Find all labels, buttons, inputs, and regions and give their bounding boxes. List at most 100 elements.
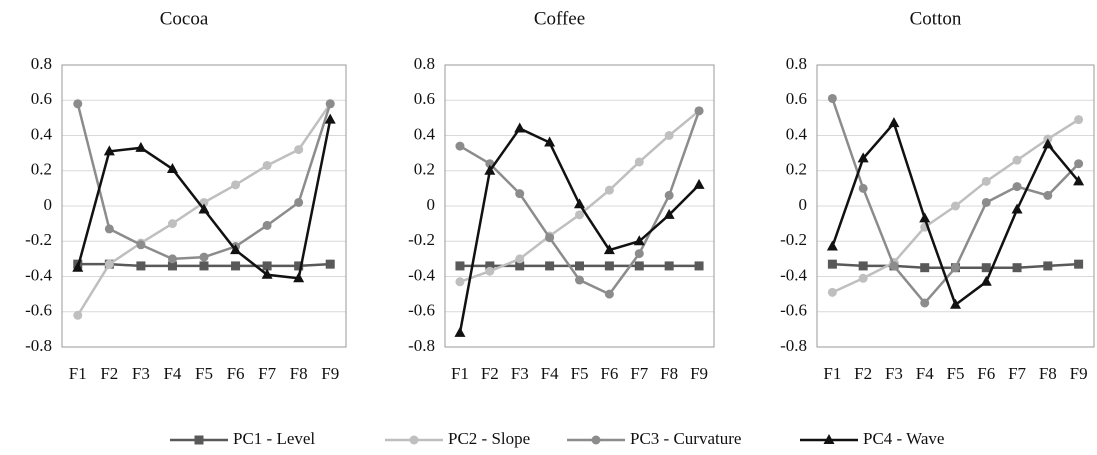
data-point — [827, 287, 837, 297]
data-point — [515, 261, 525, 271]
data-point — [574, 198, 585, 209]
data-point — [544, 136, 556, 147]
data-point — [663, 208, 675, 219]
y-tick-label: 0.2 — [786, 160, 807, 179]
data-point — [294, 261, 304, 271]
data-point — [1074, 115, 1084, 125]
data-point — [575, 275, 584, 285]
x-tick-label: F4 — [916, 364, 934, 383]
data-point — [604, 185, 614, 195]
legend-label: PC1 - Level — [233, 429, 315, 448]
plot-frame — [816, 64, 1095, 348]
data-point — [664, 261, 674, 271]
y-tick-label: 0.8 — [786, 54, 807, 73]
x-tick-label: F1 — [69, 364, 87, 383]
data-point — [981, 176, 991, 186]
x-tick-label: F9 — [690, 364, 708, 383]
data-point — [231, 180, 241, 190]
series-line — [459, 109, 700, 283]
legend-marker — [591, 435, 601, 445]
plot-frame — [61, 64, 347, 348]
data-point — [951, 263, 960, 273]
x-tick-label: F7 — [630, 364, 648, 383]
data-point — [1042, 138, 1054, 149]
data-point — [694, 106, 704, 116]
data-point — [1012, 182, 1022, 192]
x-tick-label: F3 — [132, 364, 150, 383]
x-tick-label: F6 — [227, 364, 245, 383]
series-line — [831, 98, 1080, 305]
chart-title: Coffee — [534, 8, 585, 29]
y-tick-label: -0.2 — [408, 230, 435, 249]
series-line — [831, 120, 1080, 307]
data-point — [167, 219, 177, 229]
data-point — [515, 254, 525, 264]
data-point — [103, 145, 115, 156]
series-line — [76, 103, 332, 261]
x-tick-label: F5 — [947, 364, 965, 383]
legend-marker — [823, 434, 835, 444]
data-point — [950, 298, 961, 309]
x-tick-label: F8 — [290, 364, 308, 383]
data-point — [633, 235, 645, 246]
data-point — [136, 261, 146, 271]
data-point — [485, 266, 495, 276]
data-point — [694, 261, 704, 271]
data-point — [604, 289, 614, 299]
x-tick-label: F2 — [854, 364, 872, 383]
data-point — [575, 261, 584, 271]
data-point — [664, 190, 674, 200]
data-point — [575, 210, 584, 220]
data-point — [1074, 159, 1084, 169]
x-tick-label: F7 — [258, 364, 276, 383]
data-point — [199, 252, 209, 262]
y-tick-label: 0.4 — [414, 124, 436, 143]
legend-label: PC3 - Curvature — [630, 429, 741, 448]
data-point — [888, 117, 900, 128]
x-tick-label: F5 — [571, 364, 589, 383]
data-point — [1043, 190, 1053, 200]
data-point — [230, 244, 242, 255]
x-tick-label: F2 — [100, 364, 118, 383]
data-point — [135, 141, 147, 152]
data-point — [1012, 263, 1022, 273]
data-point — [325, 99, 335, 109]
y-tick-label: -0.2 — [25, 230, 52, 249]
data-point — [198, 203, 210, 214]
data-point — [231, 261, 241, 271]
data-point — [858, 183, 868, 193]
data-point — [919, 212, 931, 223]
x-tick-label: F4 — [541, 364, 559, 383]
data-point — [826, 240, 838, 251]
x-tick-label: F1 — [451, 364, 469, 383]
data-point — [72, 261, 84, 272]
y-tick-label: -0.6 — [25, 301, 52, 320]
data-point — [951, 201, 960, 211]
series-line — [458, 126, 700, 334]
data-point — [454, 326, 466, 337]
x-tick-label: F6 — [977, 364, 995, 383]
data-point — [455, 141, 465, 151]
data-point — [545, 261, 555, 271]
y-tick-label: 0 — [44, 195, 53, 214]
data-point — [920, 263, 930, 273]
data-point — [1011, 203, 1023, 214]
data-point — [485, 261, 495, 271]
data-point — [858, 261, 868, 271]
data-point — [634, 261, 644, 271]
data-point — [325, 259, 335, 269]
data-point — [857, 152, 869, 163]
data-point — [827, 259, 837, 269]
data-point — [664, 131, 674, 140]
plot-frame — [444, 64, 715, 348]
data-point — [455, 277, 465, 287]
y-tick-label: 0.6 — [31, 89, 52, 108]
data-point — [981, 263, 991, 273]
data-point — [262, 220, 272, 230]
data-point — [1073, 175, 1085, 186]
y-tick-label: -0.8 — [780, 336, 807, 355]
data-point — [603, 244, 615, 255]
data-point — [484, 164, 496, 175]
x-tick-label: F2 — [481, 364, 499, 383]
